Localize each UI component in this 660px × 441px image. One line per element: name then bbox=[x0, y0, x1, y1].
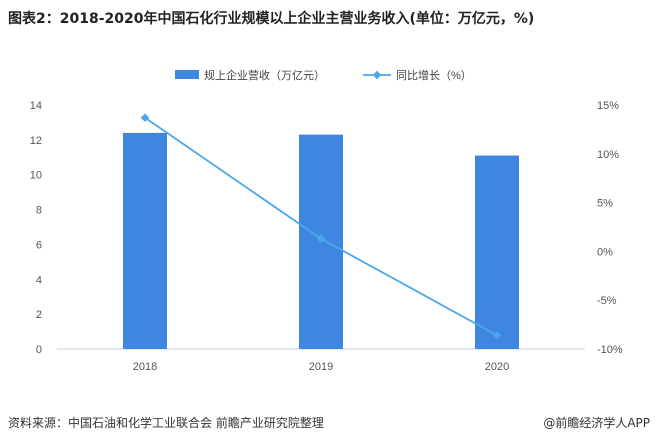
left-tick-label: 4 bbox=[36, 274, 42, 286]
right-tick-label: 10% bbox=[597, 149, 619, 161]
right-tick-label: -10% bbox=[597, 344, 623, 356]
left-tick-label: 2 bbox=[36, 309, 42, 321]
left-tick-label: 12 bbox=[30, 135, 42, 147]
legend-bar-label: 规上企业营收（万亿元） bbox=[204, 68, 325, 82]
x-tick-label: 2019 bbox=[309, 361, 333, 373]
chart-title: 图表2：2018-2020年中国石化行业规模以上企业主营业务收入(单位：万亿元，… bbox=[8, 11, 535, 27]
right-tick-label: 5% bbox=[597, 198, 613, 210]
growth-point-2020 bbox=[492, 331, 502, 340]
growth-point-2018 bbox=[140, 113, 150, 122]
right-tick-label: 0% bbox=[597, 246, 613, 258]
growth-point-2019 bbox=[316, 234, 326, 243]
right-tick-label: 15% bbox=[597, 100, 619, 112]
legend-line-label: 同比增长（%） bbox=[396, 68, 472, 82]
x-tick-label: 2020 bbox=[485, 361, 509, 373]
left-tick-label: 8 bbox=[36, 205, 42, 217]
x-tick-label: 2018 bbox=[133, 361, 157, 373]
left-tick-label: 14 bbox=[30, 100, 42, 112]
credit: @前瞻经济学人APP bbox=[543, 416, 650, 430]
source-note: 资料来源：中国石油和化学工业联合会 前瞻产业研究院整理 bbox=[8, 416, 324, 430]
left-tick-label: 0 bbox=[36, 344, 42, 356]
bar-2020 bbox=[475, 155, 519, 349]
left-tick-label: 10 bbox=[30, 170, 42, 182]
legend-bar-swatch bbox=[175, 70, 199, 79]
legend-line-marker bbox=[372, 70, 382, 80]
bar-2018 bbox=[123, 132, 167, 349]
left-tick-label: 6 bbox=[36, 239, 42, 251]
right-tick-label: -5% bbox=[597, 295, 617, 307]
